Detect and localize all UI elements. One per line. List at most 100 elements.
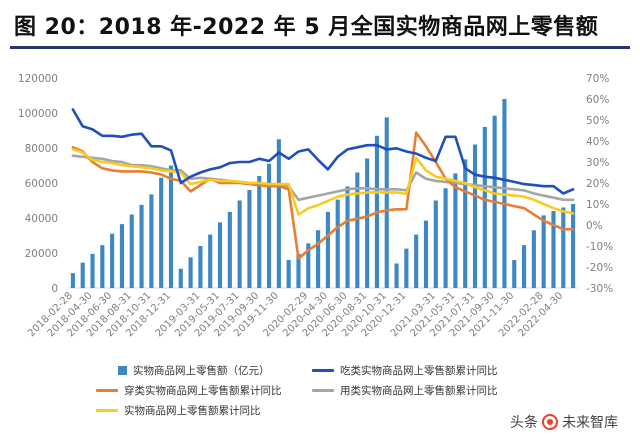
data-bar (286, 260, 291, 288)
left-axis-tick-label: 120000 (18, 73, 58, 85)
clothing-yoy-line (71, 131, 575, 260)
right-axis-tick-label: 10% (586, 199, 609, 211)
legend-swatch-bar (118, 366, 127, 375)
data-bar (394, 263, 399, 288)
data-bar (345, 186, 350, 288)
bar-series (70, 99, 576, 288)
data-bar (512, 260, 517, 288)
data-bar (355, 172, 360, 288)
data-bar (100, 245, 105, 288)
left-axis-tick-label: 60000 (25, 178, 58, 190)
left-axis-tick-label: 80000 (25, 143, 58, 155)
left-axis-tick-label: 0 (51, 283, 58, 295)
total-yoy-line (71, 148, 575, 216)
data-bar (384, 117, 389, 288)
left-axis-tick-label: 20000 (25, 248, 58, 260)
legend-label-bar: 实物商品网上零售额（亿元） (133, 365, 270, 377)
x-axis-ticks: 2018-02-282018-04-302018-06-302018-08-31… (26, 290, 565, 339)
right-axis-tick-label: -30% (586, 283, 613, 295)
data-bar (365, 158, 370, 288)
watermark-name: 未来智库 (562, 415, 618, 431)
legend-item-bar: 实物商品网上零售额（亿元） (118, 363, 270, 378)
right-axis-tick-label: -10% (586, 241, 613, 253)
chart-title: 图 20：2018 年-2022 年 5 月全国实物商品网上零售额 (14, 15, 599, 40)
food-yoy-line (71, 108, 575, 195)
header: 图 20：2018 年-2022 年 5 月全国实物商品网上零售额 (0, 0, 640, 50)
data-bar (178, 268, 183, 288)
right-axis-tick-label: 20% (586, 178, 609, 190)
legend-label-clothing: 穿类实物商品网上零售额累计同比 (124, 385, 282, 397)
data-bar (159, 177, 164, 288)
data-bar (296, 253, 301, 288)
title-underline (10, 46, 630, 49)
right-axis-tick-label: 50% (586, 115, 609, 127)
data-bar (198, 246, 203, 288)
data-bar (541, 215, 546, 288)
data-bar (276, 139, 281, 288)
data-bar (266, 163, 272, 288)
data-bar (188, 257, 193, 288)
legend-item-food: 吃类实物商品网上零售额累计同比 (312, 363, 498, 378)
at-logo-icon (542, 414, 558, 430)
data-bar (531, 230, 536, 288)
line-series (71, 108, 575, 260)
data-bar (139, 204, 144, 288)
data-bar (306, 243, 311, 288)
data-bar (443, 188, 448, 288)
legend-swatch-food (312, 369, 334, 372)
data-bar (247, 190, 252, 288)
data-bar (551, 211, 556, 288)
data-bar (149, 194, 154, 288)
data-bar (70, 273, 75, 288)
data-bar (208, 234, 213, 288)
right-axis-tick-label: 40% (586, 136, 609, 148)
left-axis-ticks: 0 20000 40000 60000 80000 100000 120000 (18, 73, 58, 295)
data-bar (463, 159, 468, 288)
chart-area: 0 20000 40000 60000 80000 100000 120000 -30% -2… (18, 73, 613, 339)
data-bar (129, 214, 134, 288)
data-bar (257, 176, 262, 288)
right-axis-ticks: -30% -20% -10% 0% 10% 20% 30% 40% 50% 60% 70% (586, 73, 613, 295)
legend-swatch-daily (312, 389, 334, 392)
data-bar (237, 200, 242, 288)
data-bar (227, 211, 232, 288)
left-axis-tick-label: 40000 (25, 213, 58, 225)
legend: 实物商品网上零售额（亿元） 吃类实物商品网上零售额累计同比 穿类实物商品网上零售… (0, 355, 640, 418)
data-bar (482, 127, 487, 288)
data-bar (217, 222, 223, 288)
right-axis-tick-label: 30% (586, 157, 609, 169)
legend-item-daily: 用类实物商品网上零售额累计同比 (312, 383, 498, 398)
legend-item-total: 实物商品网上零售额累计同比 (96, 403, 261, 418)
data-bar (325, 211, 330, 288)
left-axis-tick-label: 100000 (18, 108, 58, 120)
data-bar (571, 204, 576, 288)
legend-label-total: 实物商品网上零售额累计同比 (124, 405, 261, 417)
data-bar (521, 245, 527, 288)
daily-yoy-line (71, 154, 575, 202)
legend-swatch-clothing (96, 389, 118, 392)
data-bar (335, 199, 340, 288)
right-axis-tick-label: 60% (586, 94, 609, 106)
legend-item-clothing: 穿类实物商品网上零售额累计同比 (96, 383, 282, 398)
data-bar (414, 234, 419, 288)
data-bar (168, 165, 174, 288)
right-axis-tick-label: -20% (586, 262, 613, 274)
data-bar (119, 224, 125, 288)
legend-swatch-total (96, 409, 118, 412)
data-bar (316, 230, 321, 288)
right-axis-tick-label: 70% (586, 73, 609, 85)
watermark-prefix: 头条 (510, 415, 538, 431)
data-bar (453, 173, 458, 288)
right-axis-tick-label: 0% (586, 220, 603, 232)
data-bar (404, 248, 409, 288)
data-bar (561, 207, 566, 288)
data-bar (433, 200, 438, 288)
legend-label-food: 吃类实物商品网上零售额累计同比 (340, 365, 498, 377)
legend-label-daily: 用类实物商品网上零售额累计同比 (340, 385, 498, 397)
data-bar (90, 253, 95, 288)
data-bar (472, 144, 478, 288)
data-bar (80, 262, 85, 288)
data-bar (110, 233, 115, 288)
watermark: 头条 未来智库 (510, 412, 618, 432)
data-bar (423, 220, 429, 288)
